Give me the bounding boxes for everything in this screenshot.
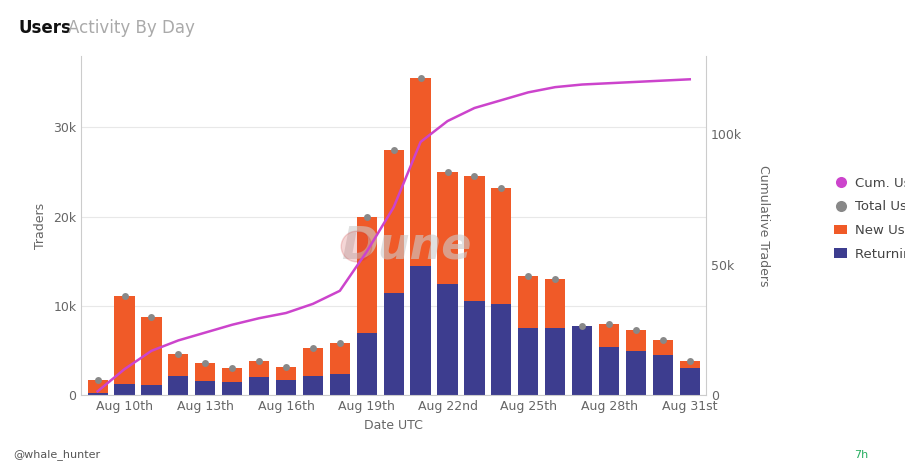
Bar — [491, 304, 511, 395]
Bar — [329, 374, 350, 395]
Text: 7h: 7h — [854, 450, 869, 460]
Bar — [249, 378, 269, 395]
Bar — [680, 361, 700, 368]
Point — [575, 322, 589, 329]
Text: @whale_hunter: @whale_hunter — [14, 450, 100, 460]
Bar — [599, 347, 619, 395]
Bar — [545, 328, 566, 395]
Bar — [114, 296, 135, 384]
Bar — [411, 266, 431, 395]
Bar — [114, 384, 135, 395]
Bar — [464, 176, 484, 301]
Bar — [545, 279, 566, 328]
Bar — [276, 367, 296, 380]
Point — [144, 313, 158, 320]
Bar — [249, 361, 269, 378]
Bar — [222, 368, 243, 382]
Point — [467, 173, 481, 180]
Bar — [384, 292, 404, 395]
Point — [225, 365, 240, 372]
Point — [279, 363, 293, 371]
Point — [306, 344, 320, 352]
Point — [494, 184, 509, 192]
Bar — [464, 301, 484, 395]
Bar — [168, 376, 188, 395]
Bar — [222, 382, 243, 395]
Bar — [491, 188, 511, 304]
Bar — [141, 385, 161, 395]
Text: Dune: Dune — [341, 225, 472, 267]
Bar — [195, 363, 215, 381]
Legend: Cum. Users, Total Users, New Users, Returning Users: Cum. Users, Total Users, New Users, Retu… — [834, 177, 905, 260]
Point — [521, 272, 536, 280]
Point — [252, 358, 266, 365]
Bar — [519, 328, 538, 395]
Bar — [599, 324, 619, 347]
Point — [440, 168, 454, 176]
Bar — [276, 380, 296, 395]
Point — [359, 213, 374, 220]
Point — [333, 340, 348, 347]
Bar — [168, 354, 188, 376]
Bar — [303, 348, 323, 377]
Point — [90, 376, 105, 384]
X-axis label: Date UTC: Date UTC — [364, 418, 424, 432]
Bar — [195, 381, 215, 395]
Bar — [384, 150, 404, 292]
Bar — [357, 333, 376, 395]
Point — [386, 146, 401, 153]
Point — [602, 320, 616, 327]
Bar — [329, 344, 350, 374]
Bar — [626, 330, 646, 351]
Bar — [572, 326, 592, 395]
Bar — [680, 368, 700, 395]
Bar — [357, 217, 376, 333]
Point — [548, 275, 562, 283]
Bar — [141, 317, 161, 385]
Y-axis label: Traders: Traders — [33, 202, 46, 249]
Bar — [626, 351, 646, 395]
Bar — [653, 355, 673, 395]
Bar — [437, 284, 458, 395]
Text: Users: Users — [18, 19, 71, 37]
Point — [655, 336, 670, 344]
Point — [118, 292, 132, 300]
Point — [629, 326, 643, 334]
Y-axis label: Cumulative Traders: Cumulative Traders — [757, 165, 769, 286]
Bar — [411, 78, 431, 266]
Point — [198, 359, 213, 367]
Bar — [303, 377, 323, 395]
Bar — [88, 380, 108, 393]
Bar — [88, 393, 108, 395]
Point — [171, 351, 186, 358]
Bar — [519, 276, 538, 328]
Text: Activity By Day: Activity By Day — [68, 19, 195, 37]
Bar — [653, 340, 673, 355]
Point — [414, 74, 428, 82]
Point — [682, 358, 697, 365]
Bar — [437, 172, 458, 284]
